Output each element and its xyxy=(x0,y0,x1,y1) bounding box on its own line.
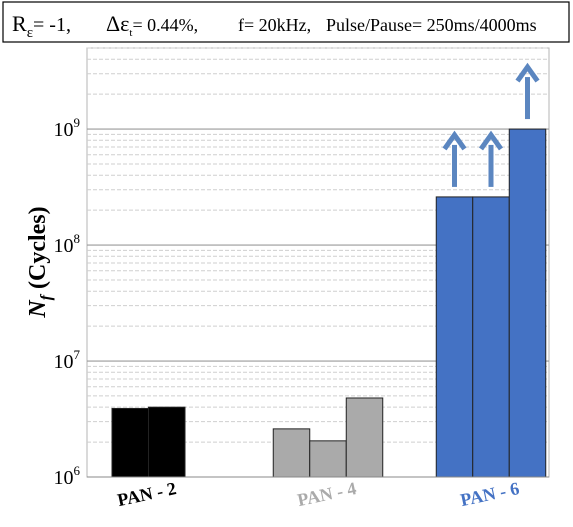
y-tick-labels: 106 107 108 109 xyxy=(54,115,81,489)
header-r: R xyxy=(12,11,27,36)
x-category-labels: PAN - 2 PAN - 4 PAN - 6 xyxy=(115,478,521,510)
y-axis-label-n: N xyxy=(25,299,51,319)
x-label-pan-6: PAN - 6 xyxy=(458,478,521,510)
runout-arrow-head xyxy=(442,130,467,151)
bar-pan-6-3 xyxy=(508,128,547,478)
bar-pan-4-2 xyxy=(309,440,347,478)
header-pulse-pause: Pulse/Pause= 250ms/4000ms xyxy=(326,15,537,35)
header-strain-value: = 0.44%, xyxy=(132,15,198,35)
bar-pan-4-3 xyxy=(345,397,384,478)
y-axis-label-units: (Cycles) xyxy=(25,206,51,289)
header-strain: Δε xyxy=(106,11,129,36)
bar-pan-2-2 xyxy=(148,406,186,478)
header-frequency: f= 20kHz, xyxy=(238,15,311,35)
header-r-value: = -1, xyxy=(33,14,71,36)
runout-arrow-head xyxy=(478,130,504,151)
y-tick-label: 109 xyxy=(54,115,81,141)
y-axis-label-sub: f xyxy=(38,293,55,300)
runout-arrows xyxy=(442,62,540,187)
x-label-pan-2: PAN - 2 xyxy=(115,478,178,510)
header-border xyxy=(2,1,570,43)
y-axis-label: Nf (Cycles) xyxy=(25,206,55,318)
x-label-pan-4: PAN - 4 xyxy=(295,478,358,510)
y-tick-label: 107 xyxy=(54,347,81,373)
bar-pan-2-1 xyxy=(111,407,149,478)
bar-pan-6-1 xyxy=(435,196,474,478)
svg-text:Δεt= 0.44%,: Δεt= 0.44%, xyxy=(106,11,198,39)
header-r-sub: ε xyxy=(27,25,33,41)
header-strain-sub: t xyxy=(129,27,132,39)
bar-pan-4-1 xyxy=(272,428,311,478)
bar-pan-6-2 xyxy=(472,196,510,478)
runout-arrow-head xyxy=(515,62,540,83)
bars xyxy=(87,128,549,478)
header-box: Rε= -1, Δεt= 0.44%, f= 20kHz, Pulse/Paus… xyxy=(2,1,570,43)
y-tick-label: 106 xyxy=(54,463,81,489)
svg-text:Rε= -1,: Rε= -1, xyxy=(12,11,71,41)
y-tick-label: 108 xyxy=(54,231,81,257)
